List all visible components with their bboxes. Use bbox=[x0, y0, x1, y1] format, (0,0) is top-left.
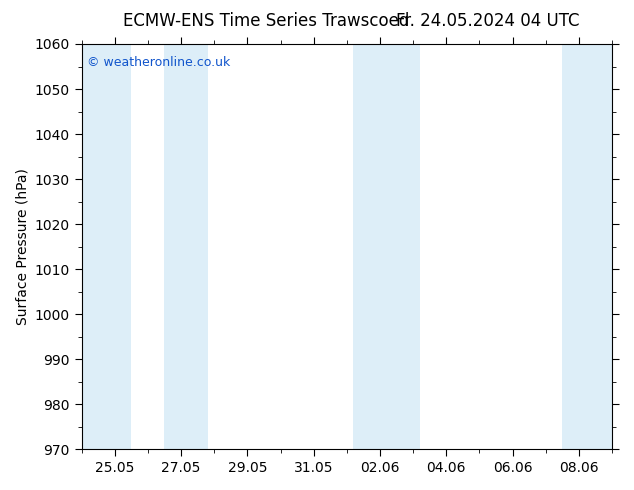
Bar bbox=[82, 44, 131, 449]
Bar bbox=[354, 44, 420, 449]
Text: Fr. 24.05.2024 04 UTC: Fr. 24.05.2024 04 UTC bbox=[396, 12, 580, 30]
Bar bbox=[164, 44, 207, 449]
Text: © weatheronline.co.uk: © weatheronline.co.uk bbox=[87, 56, 230, 69]
Bar bbox=[562, 44, 612, 449]
Text: ECMW-ENS Time Series Trawscoed: ECMW-ENS Time Series Trawscoed bbox=[123, 12, 410, 30]
Y-axis label: Surface Pressure (hPa): Surface Pressure (hPa) bbox=[15, 168, 29, 325]
